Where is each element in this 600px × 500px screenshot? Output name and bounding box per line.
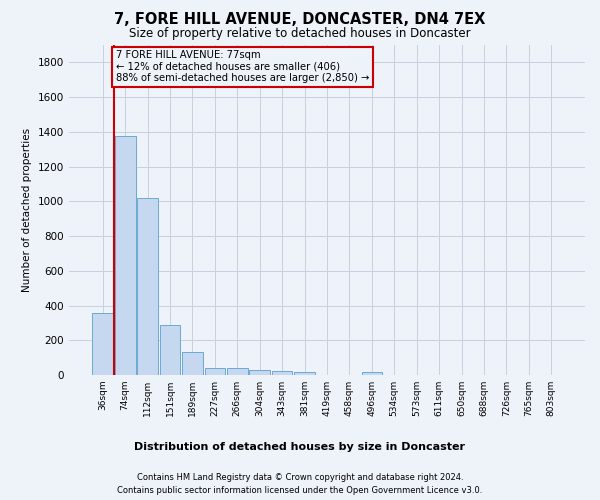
Bar	[160, 324, 181, 375]
Bar	[182, 352, 203, 375]
Text: Size of property relative to detached houses in Doncaster: Size of property relative to detached ho…	[129, 28, 471, 40]
Bar	[115, 136, 136, 375]
Text: Distribution of detached houses by size in Doncaster: Distribution of detached houses by size …	[134, 442, 466, 452]
Text: Contains HM Land Registry data © Crown copyright and database right 2024.: Contains HM Land Registry data © Crown c…	[137, 473, 463, 482]
Bar	[227, 368, 248, 375]
Text: 7 FORE HILL AVENUE: 77sqm
← 12% of detached houses are smaller (406)
88% of semi: 7 FORE HILL AVENUE: 77sqm ← 12% of detac…	[116, 50, 369, 84]
Y-axis label: Number of detached properties: Number of detached properties	[22, 128, 32, 292]
Bar	[250, 370, 270, 375]
Bar	[205, 368, 225, 375]
Bar	[137, 198, 158, 375]
Text: 7, FORE HILL AVENUE, DONCASTER, DN4 7EX: 7, FORE HILL AVENUE, DONCASTER, DN4 7EX	[115, 12, 485, 28]
Bar	[362, 372, 382, 375]
Bar	[294, 372, 315, 375]
Bar	[272, 371, 292, 375]
Bar	[92, 314, 113, 375]
Text: Contains public sector information licensed under the Open Government Licence v3: Contains public sector information licen…	[118, 486, 482, 495]
